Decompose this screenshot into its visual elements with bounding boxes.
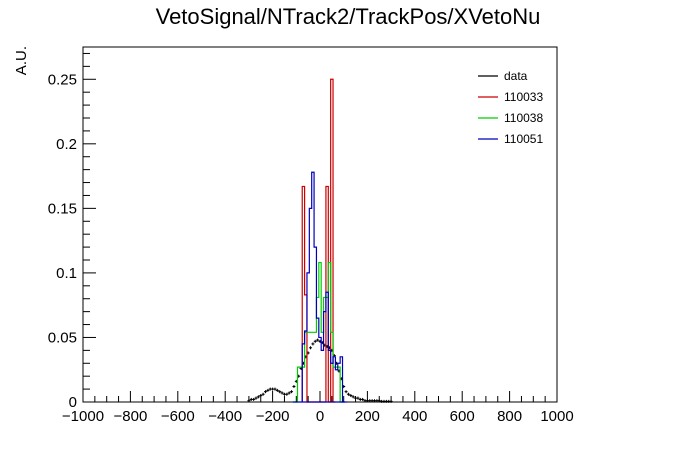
x-tick-label: −1000: [62, 408, 104, 425]
plot-layer: [247, 78, 393, 403]
legend-label: 110033: [504, 90, 543, 104]
x-tick-label: −400: [208, 408, 242, 425]
x-tick-label: −200: [256, 408, 290, 425]
x-tick-label: 200: [355, 408, 380, 425]
series-110051-outline: [301, 171, 345, 403]
legend-label: 110038: [504, 111, 543, 125]
y-tick-label: 0.15: [48, 200, 77, 217]
x-tick-label: 1000: [540, 408, 573, 425]
y-axis-label: A.U.: [13, 46, 30, 75]
x-tick-label: 0: [316, 408, 324, 425]
x-tick-label: 800: [497, 408, 522, 425]
y-tick-label: 0.25: [48, 71, 77, 88]
y-tick-label: 0: [69, 394, 77, 411]
chart-title: VetoSignal/NTrack2/TrackPos/XVetoNu: [156, 4, 541, 29]
y-tick-label: 0.05: [48, 329, 77, 346]
legend: data 110033 110038 110051: [478, 69, 543, 146]
y-tick-label: 0.1: [56, 265, 77, 282]
x-tick-label: −600: [161, 408, 195, 425]
series-110051-histogram-visible: [301, 171, 345, 403]
y-tick-label: 0.2: [56, 136, 77, 153]
x-tick-label: 400: [402, 408, 427, 425]
legend-label: data: [504, 69, 528, 83]
axes-layer: −1000 −800 −600 −400 −200 0 200 400 600 800 1000 0 0…: [48, 52, 574, 425]
legend-label: 110051: [504, 132, 543, 146]
x-tick-label: 600: [450, 408, 475, 425]
x-tick-label: −800: [114, 408, 148, 425]
